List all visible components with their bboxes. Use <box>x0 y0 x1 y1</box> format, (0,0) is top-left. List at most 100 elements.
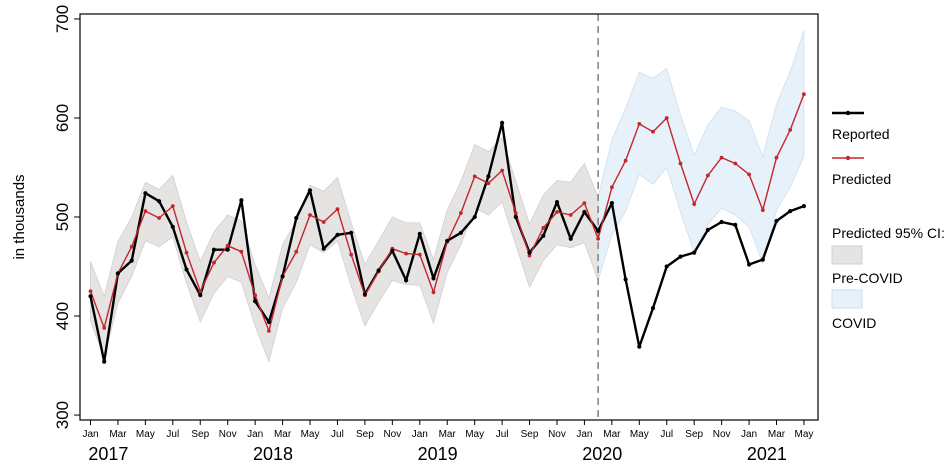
point-reported <box>500 120 505 125</box>
point-reported <box>609 201 615 206</box>
point-predicted <box>431 290 436 295</box>
point-reported <box>445 238 450 243</box>
point-predicted <box>472 174 477 179</box>
point-predicted <box>170 204 175 209</box>
point-predicted <box>267 329 271 333</box>
legend-ci-title: Predicted 95% CI: <box>832 225 945 241</box>
point-reported <box>376 268 381 273</box>
y-tick-label: 500 <box>53 203 72 231</box>
year-label: 2020 <box>582 444 622 464</box>
point-reported <box>129 258 134 263</box>
point-reported <box>294 215 299 221</box>
point-predicted <box>143 209 148 214</box>
point-predicted <box>335 207 340 212</box>
point-reported <box>321 246 326 251</box>
x-tick-label: May <box>136 429 155 440</box>
point-reported <box>623 277 628 282</box>
point-predicted <box>678 161 683 166</box>
point-predicted <box>253 293 257 298</box>
point-reported <box>760 257 765 262</box>
point-predicted <box>225 243 230 248</box>
x-tick-label: Jan <box>247 429 263 440</box>
point-predicted <box>486 181 491 186</box>
data-lines <box>88 14 807 420</box>
point-predicted <box>692 202 697 207</box>
legend-reported-label: Reported <box>832 126 890 142</box>
point-predicted <box>719 155 724 160</box>
x-tick-label: Jul <box>166 429 179 440</box>
point-predicted <box>527 253 532 258</box>
y-tick-label: 700 <box>53 5 72 33</box>
legend: Reported Predicted Predicted 95% CI: Pre… <box>831 110 945 331</box>
x-tick-label: Sep <box>191 429 209 440</box>
x-tick-label: Sep <box>685 429 703 440</box>
point-reported <box>458 230 463 235</box>
point-predicted <box>610 185 614 190</box>
point-reported <box>88 294 93 299</box>
point-predicted <box>417 252 422 257</box>
point-predicted <box>541 226 546 230</box>
point-predicted <box>308 213 312 217</box>
point-predicted <box>294 249 299 254</box>
point-predicted <box>760 208 765 213</box>
point-reported <box>198 293 203 298</box>
x-tick-label: Sep <box>356 429 374 440</box>
x-tick-label: Jul <box>331 429 344 440</box>
point-predicted <box>802 92 806 97</box>
y-tick-label: 400 <box>53 302 72 330</box>
point-reported <box>115 271 120 276</box>
axes: 300 400 500 600 700 Jan Mar May Jul Sep Nov Jan Mar M… <box>53 5 819 464</box>
point-reported <box>404 278 409 283</box>
x-tick-label: Nov <box>219 429 237 440</box>
point-reported <box>390 248 395 253</box>
year-label: 2017 <box>88 444 128 464</box>
year-label: 2019 <box>418 444 458 464</box>
point-reported <box>170 224 175 229</box>
point-reported <box>184 267 189 272</box>
y-tick-label: 600 <box>53 104 72 132</box>
point-reported <box>733 222 738 227</box>
point-reported <box>335 232 340 237</box>
x-tick-label: May <box>301 429 320 440</box>
point-predicted <box>500 168 504 173</box>
point-predicted <box>706 173 710 178</box>
point-predicted <box>321 220 326 224</box>
point-predicted <box>747 172 751 177</box>
point-reported <box>211 247 217 252</box>
point-reported <box>307 188 313 193</box>
point-reported <box>157 199 162 204</box>
ci-band-pre-covid <box>90 137 599 363</box>
point-reported <box>747 262 752 267</box>
point-reported <box>596 228 601 233</box>
x-tick-label: Mar <box>603 429 621 440</box>
x-tick-label: May <box>465 429 484 440</box>
point-reported <box>650 306 656 311</box>
x-tick-label: Jul <box>660 429 673 440</box>
point-predicted <box>623 158 628 163</box>
point-predicted <box>664 116 669 120</box>
point-predicted <box>404 251 408 256</box>
point-predicted <box>129 244 134 249</box>
point-reported <box>143 191 148 196</box>
point-reported <box>362 292 367 297</box>
x-tick-label: Jan <box>576 429 592 440</box>
point-reported <box>102 359 107 364</box>
x-tick-label: Sep <box>521 429 539 440</box>
point-reported <box>349 230 354 235</box>
x-tick-label: Nov <box>713 429 731 440</box>
ci-band-covid <box>597 30 805 281</box>
point-reported <box>637 344 642 349</box>
point-predicted <box>88 289 93 294</box>
point-reported <box>664 264 669 269</box>
point-reported <box>486 174 491 179</box>
point-reported <box>568 236 573 241</box>
point-reported <box>582 209 587 215</box>
x-tick-label: Mar <box>109 429 127 440</box>
point-reported <box>541 233 546 238</box>
x-tick-label: Mar <box>439 429 457 440</box>
point-predicted <box>582 201 587 206</box>
point-predicted <box>198 289 203 294</box>
x-tick-label: Nov <box>548 429 566 440</box>
point-reported <box>527 250 532 255</box>
